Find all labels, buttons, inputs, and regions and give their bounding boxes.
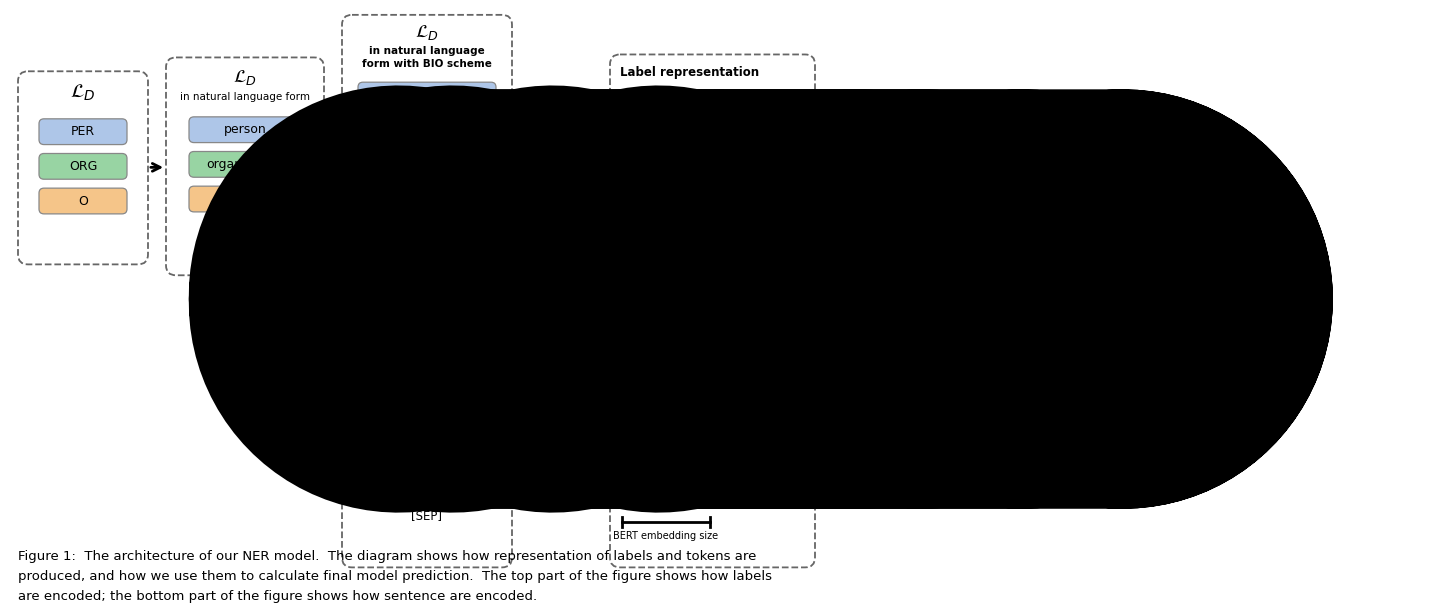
- FancyBboxPatch shape: [1138, 176, 1266, 423]
- Text: [CLS]: [CLS]: [651, 199, 681, 209]
- Text: I-PER: I-PER: [1187, 236, 1217, 249]
- FancyBboxPatch shape: [189, 152, 301, 177]
- Text: in natural language: in natural language: [369, 46, 485, 55]
- Text: inside person: inside person: [387, 121, 467, 134]
- FancyBboxPatch shape: [359, 115, 495, 140]
- Text: Token
BERT
Encoder: Token BERT Encoder: [540, 429, 582, 462]
- Text: Input tokens: Input tokens: [354, 333, 438, 346]
- Text: begin organization: begin organization: [372, 154, 482, 167]
- Bar: [932, 272, 1020, 324]
- Text: [CLS]
Adam
Smith
worked
for
University
of
Edinburgh
[SEP]: [CLS] Adam Smith worked for University o…: [397, 362, 458, 522]
- FancyBboxPatch shape: [39, 119, 127, 145]
- Text: O: O: [1198, 264, 1207, 277]
- FancyBboxPatch shape: [17, 71, 148, 264]
- Text: $\mathcal{L}_D$: $\mathcal{L}_D$: [71, 83, 96, 103]
- FancyBboxPatch shape: [39, 188, 127, 214]
- FancyBboxPatch shape: [343, 322, 513, 567]
- Text: B-ORG: B-ORG: [1182, 319, 1221, 332]
- Text: number
of
tokens: number of tokens: [724, 415, 763, 448]
- Text: BERT embedding size: BERT embedding size: [613, 531, 719, 541]
- FancyBboxPatch shape: [622, 417, 710, 447]
- Text: PER: PER: [71, 125, 95, 138]
- FancyBboxPatch shape: [622, 474, 710, 504]
- Text: : Dot product: : Dot product: [1104, 379, 1184, 392]
- Text: [CLS]: [CLS]: [651, 173, 681, 183]
- FancyBboxPatch shape: [189, 186, 301, 212]
- Bar: [1032, 272, 1120, 324]
- Text: O: O: [1198, 291, 1207, 304]
- Text: other: other: [229, 193, 262, 206]
- Text: BERT embedding size: BERT embedding size: [613, 241, 719, 251]
- FancyBboxPatch shape: [359, 82, 495, 108]
- Text: Prediction: Prediction: [1168, 187, 1236, 200]
- Text: O: O: [661, 453, 671, 468]
- Text: form with BIO scheme: form with BIO scheme: [361, 59, 492, 70]
- Bar: [530, 388, 592, 502]
- Text: [CLS]: [CLS]: [651, 147, 681, 158]
- Text: O: O: [78, 195, 88, 208]
- Text: ORG: ORG: [69, 160, 96, 173]
- FancyBboxPatch shape: [166, 57, 324, 275]
- Text: number
of
labels: number of labels: [724, 136, 763, 169]
- FancyBboxPatch shape: [622, 193, 710, 215]
- FancyBboxPatch shape: [611, 54, 815, 282]
- Text: $\mathcal{L}_D$: $\mathcal{L}_D$: [233, 68, 256, 87]
- FancyBboxPatch shape: [343, 15, 513, 292]
- Text: other: other: [412, 219, 444, 232]
- Text: $\mathcal{L}_D$: $\mathcal{L}_D$: [415, 23, 439, 42]
- FancyBboxPatch shape: [622, 142, 710, 163]
- Text: I-ORG: I-ORG: [1185, 347, 1220, 360]
- Text: B-PER: B-PER: [1185, 208, 1220, 221]
- FancyBboxPatch shape: [359, 148, 495, 173]
- Text: Argmax: Argmax: [1051, 291, 1100, 304]
- FancyBboxPatch shape: [359, 180, 495, 206]
- Text: Token representation: Token representation: [621, 333, 762, 346]
- FancyBboxPatch shape: [1022, 363, 1172, 407]
- Text: [CLS]: [CLS]: [651, 122, 681, 132]
- FancyBboxPatch shape: [622, 90, 710, 112]
- Bar: [530, 97, 592, 211]
- Text: Softmax: Softmax: [950, 291, 1002, 304]
- FancyBboxPatch shape: [622, 116, 710, 137]
- Text: Label representation: Label representation: [621, 66, 759, 79]
- Text: Label
BERT
Encoder: Label BERT Encoder: [540, 137, 582, 171]
- Text: in natural language form: in natural language form: [180, 92, 310, 102]
- Text: I-ORG: I-ORG: [1185, 375, 1220, 387]
- FancyBboxPatch shape: [611, 322, 815, 567]
- Text: begin person: begin person: [389, 89, 465, 102]
- Text: inside organization: inside organization: [370, 187, 484, 200]
- FancyBboxPatch shape: [189, 117, 301, 142]
- FancyBboxPatch shape: [359, 213, 495, 238]
- Text: Figure 1:  The architecture of our NER model.  The diagram shows how representat: Figure 1: The architecture of our NER mo…: [17, 549, 772, 602]
- Text: O: O: [661, 396, 671, 410]
- Text: organization: organization: [206, 158, 284, 171]
- FancyBboxPatch shape: [622, 168, 710, 189]
- FancyBboxPatch shape: [622, 360, 710, 389]
- Text: [CLS]: [CLS]: [651, 96, 681, 106]
- FancyBboxPatch shape: [39, 153, 127, 179]
- Text: person: person: [223, 123, 266, 136]
